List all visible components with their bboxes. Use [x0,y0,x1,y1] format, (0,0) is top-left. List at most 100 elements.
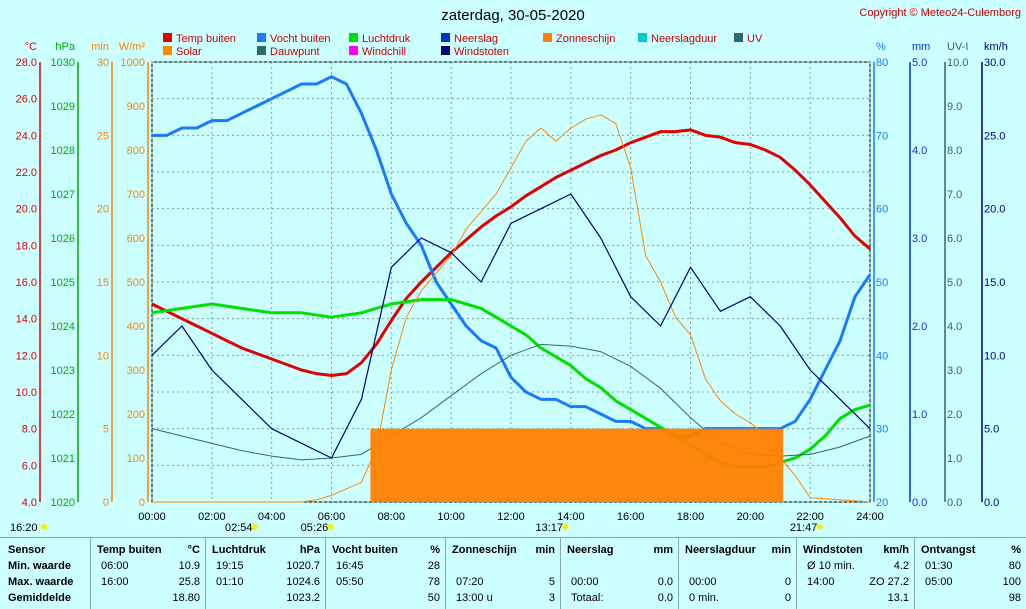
legend-swatch [349,33,358,42]
legend-swatch [257,33,266,42]
stats-column: Ontvangst% 01:30 05:00 80 100 98 [914,538,1026,609]
legend-swatch [638,33,647,42]
axis-tick-label: 28.0 [16,57,37,69]
stats-unit: % [1011,544,1021,556]
stats-value: 98 [1008,592,1021,604]
axis-tick-label: 20 [97,204,109,216]
legend-swatch [163,33,172,42]
axis-tick-label: 24.0 [16,130,37,142]
axis-tick-label: 700 [127,189,145,201]
axis-tick-label: 4.0 [22,497,37,509]
stats-column: Vocht buiten% 16:45 05:50 28 78 50 [325,538,446,609]
stats-value: 100 [1002,576,1021,588]
stats-header: Vocht buiten [332,544,398,556]
stats-time: 05:50 [336,576,364,588]
stats-value: 50 [427,592,440,604]
axis-tick-label: 2.0 [912,321,927,333]
stats-unit: mm [653,544,673,556]
axis-unit-label: hPa [55,41,75,53]
x-tick-label: 20:00 [737,511,765,523]
axis-unit-label: °C [25,41,37,53]
stats-column: Neerslag mm 00:00 Totaal: 0.0 0.0 [560,538,679,609]
legend-label: Temp buiten [176,33,236,45]
stats-value: 0.0 [657,576,673,588]
axis-tick-label: 1021 [51,453,75,465]
stats-column: Temp buiten °C 06:00 16:00 10.9 25.8 18.80 [90,538,206,609]
legend-swatch [257,46,266,55]
axis-tick-label: 0 [139,497,145,509]
axis-tick-label: 12.0 [16,350,37,362]
stats-time: 19:15 [216,560,244,572]
sun-marker-icon [327,524,334,530]
axis-tick-label: 30.0 [984,57,1005,69]
stats-row-label: Max. waarde [8,576,74,588]
stats-unit: min [771,544,791,556]
axis-unit-label: W/m² [119,41,146,53]
legend-swatch [163,46,172,55]
axis-tick-label: 20 [876,497,888,509]
time-marker: 16:20 [10,522,38,534]
axis-tick-label: 4.0 [947,321,962,333]
axis-tick-label: 70 [876,130,888,142]
axis-tick-label: 4.0 [912,145,927,157]
axis-tick-label: 1029 [51,101,75,113]
x-tick-label: 16:00 [617,511,645,523]
chart-title: zaterdag, 30-05-2020 [441,7,584,24]
stats-header: Zonneschijn [452,544,517,556]
stats-time: 01:30 [925,560,953,572]
axis-tick-label: 10 [97,350,109,362]
axis-tick-label: 3.0 [947,365,962,377]
axis-tick-label: 25.0 [984,130,1005,142]
stats-column: Luchtdruk hPa 19:15 01:10 1020.7 1024.6 1023.2 [205,538,326,609]
axis-tick-label: 20.0 [984,204,1005,216]
x-tick-label: 18:00 [677,511,705,523]
axis-tick-label: 1028 [51,145,75,157]
axis-tick-label: 26.0 [16,94,37,106]
stats-value: 0 [784,576,791,588]
stats-row-labels: Sensor Min. waarde Max. waarde Gemiddelde [0,538,90,609]
axis-tick-label: 9.0 [947,101,962,113]
axis-tick-label: 10.0 [16,387,37,399]
axis-tick-label: 5.0 [912,57,927,69]
axis-tick-label: 20.0 [16,204,37,216]
legend-swatch [543,33,552,42]
legend-label: Solar [176,46,202,58]
stats-time: 06:00 [101,560,129,572]
legend-label: UV [747,33,763,45]
sun-marker-icon [41,524,47,530]
x-tick-label: 04:00 [258,511,286,523]
legend-label: Windchill [362,46,406,58]
time-marker: 13:17 [536,522,564,534]
stats-value: 13.1 [887,592,909,604]
stats-header: Neerslagduur [685,544,756,556]
stats-value: 28 [427,560,440,572]
stats-column: Windstoten km/h Ø 10 min. 14:00 4.2 ZO 27.2 13… [796,538,915,609]
axis-tick-label: 1023 [51,365,75,377]
axis-unit-label: min [91,41,109,53]
axis-tick-label: 1.0 [912,409,927,421]
stats-column: Neerslagduur min 00:00 0 min. 0 0 [678,538,797,609]
stats-value: ZO 27.2 [869,576,909,588]
stats-row-label: Sensor [8,544,46,556]
axis-tick-label: 2.0 [947,409,962,421]
legend-label: Zonneschijn [556,33,615,45]
axis-tick-label: 1026 [51,233,75,245]
axis-tick-label: 5.0 [947,277,962,289]
axis-tick-label: 5 [103,424,109,436]
legend-label: Windstoten [454,46,509,58]
stats-header: Luchtdruk [212,544,266,556]
axis-unit-label: mm [912,41,930,53]
sun-marker-icon [562,524,569,530]
stats-value: 1020.7 [286,560,320,572]
series-line-temp-buiten [151,128,871,377]
stats-value: 5 [548,576,555,588]
axis-tick-label: 1024 [51,321,75,333]
axis-tick-label: 60 [876,204,888,216]
legend-swatch [441,46,450,55]
axis-tick-label: 7.0 [947,189,962,201]
stats-value: 18.80 [172,592,200,604]
time-marker: 05:26 [301,522,329,534]
stats-time: 00:00 [571,576,599,588]
stats-unit: °C [187,544,200,556]
axis-tick-label: 1025 [51,277,75,289]
